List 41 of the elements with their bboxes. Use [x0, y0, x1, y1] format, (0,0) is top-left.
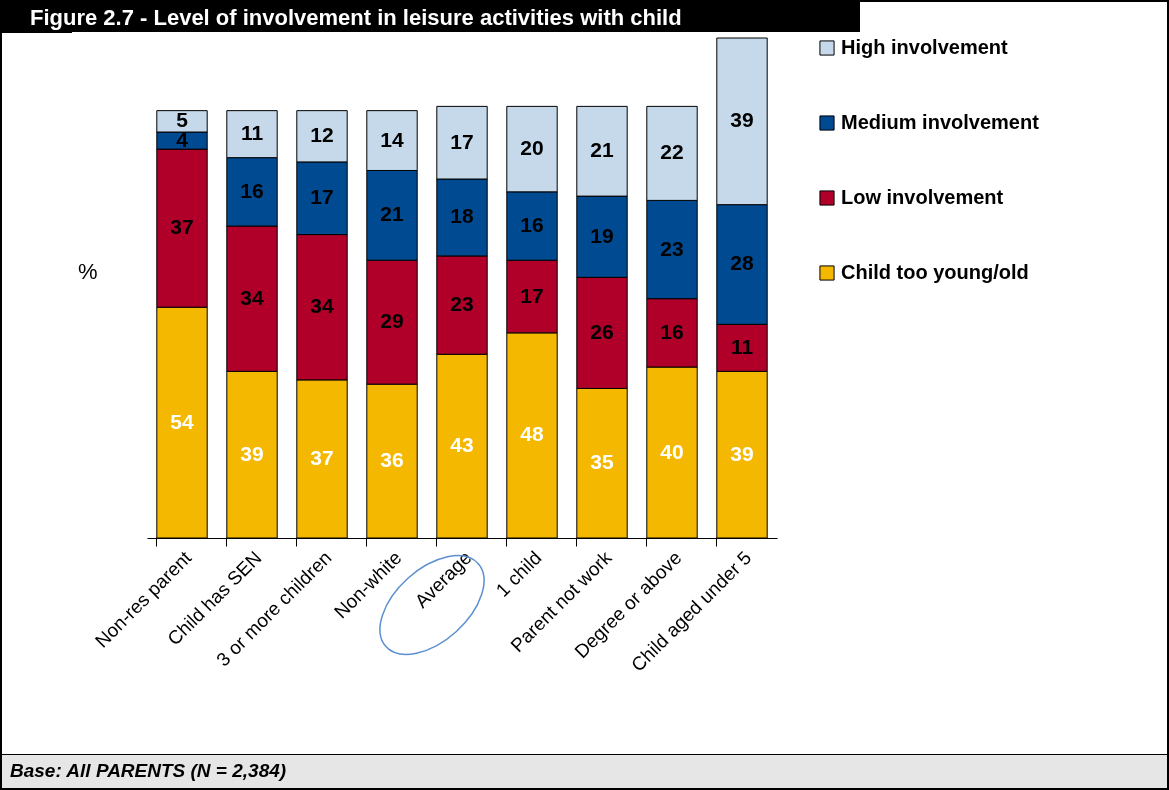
data-label: 37 — [310, 445, 334, 469]
data-label: 26 — [590, 319, 614, 343]
data-label: 29 — [380, 309, 404, 333]
text: Base: All PARENTS (N = 2,384) — [2, 754, 1167, 788]
legend-label: Medium involvement — [841, 111, 1040, 133]
data-label: 35 — [590, 450, 614, 474]
data-label: 17 — [310, 185, 334, 209]
data-label: 54 — [170, 409, 194, 433]
data-label: 28 — [730, 251, 754, 275]
data-label: 34 — [310, 294, 334, 318]
data-label: 34 — [240, 285, 264, 309]
data-label: 17 — [450, 129, 474, 153]
data-label: 19 — [590, 223, 614, 247]
data-label: 16 — [240, 178, 264, 202]
legend-label: High involvement — [841, 36, 1009, 58]
data-label: 11 — [730, 334, 754, 358]
data-label: 22 — [660, 140, 684, 164]
data-label: 37 — [170, 215, 194, 239]
data-label: 21 — [380, 202, 404, 226]
data-label: 14 — [380, 127, 404, 151]
data-label: 43 — [450, 433, 474, 457]
data-label: 20 — [520, 136, 544, 160]
data-label: 16 — [520, 213, 544, 237]
data-label: 11 — [240, 121, 264, 145]
legend-label: Low involvement — [841, 186, 1004, 208]
data-label: 21 — [590, 138, 614, 162]
data-label: 17 — [520, 283, 544, 307]
y-axis-title: % — [77, 258, 98, 284]
data-label: 23 — [450, 292, 474, 316]
chart-title: Figure 2.7 - Level of involvement in leisure activities with child — [2, 2, 860, 33]
data-label: 39 — [730, 108, 754, 132]
data-label: 36 — [380, 448, 404, 472]
data-label: 39 — [730, 441, 754, 465]
data-label: 40 — [660, 439, 684, 463]
data-label: 12 — [310, 123, 334, 147]
data-label: 23 — [660, 236, 684, 260]
data-label: 16 — [660, 319, 684, 343]
legend-label: Child too young/old — [841, 261, 1029, 283]
data-label: 18 — [450, 204, 474, 228]
data-label: 48 — [520, 422, 544, 446]
data-label: 39 — [240, 441, 264, 465]
